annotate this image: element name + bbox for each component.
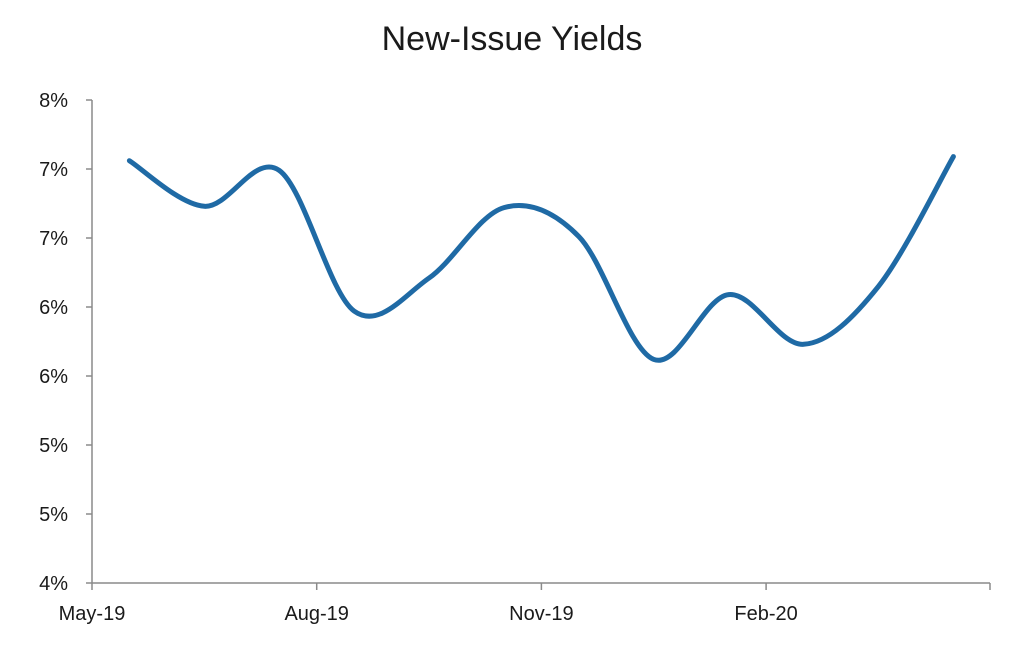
- y-tick-label: 5%: [39, 504, 68, 526]
- series-layer: [126, 154, 956, 363]
- y-tick-label: 6%: [39, 297, 68, 319]
- y-tick-label: 7%: [39, 228, 68, 250]
- chart-axes: [91, 100, 990, 584]
- x-tick-label: Feb-20: [734, 603, 797, 625]
- y-tick-label: 6%: [39, 366, 68, 388]
- series-line: [126, 154, 956, 363]
- chart-title: New-Issue Yields: [381, 20, 643, 58]
- y-tick-label: 4%: [39, 573, 68, 595]
- x-tick-label: Nov-19: [509, 603, 573, 625]
- y-tick-label: 5%: [39, 435, 68, 457]
- x-axis-ticks: May-19 Aug-19 Nov-19 Feb-20: [59, 583, 991, 625]
- x-tick-label: Aug-19: [284, 603, 349, 625]
- x-tick-label: May-19: [59, 603, 126, 625]
- y-tick-label: 8%: [39, 90, 68, 112]
- y-axis-ticks: 4% 5% 5% 6% 6% 7% 7% 8%: [39, 90, 92, 595]
- y-tick-label: 7%: [39, 159, 68, 181]
